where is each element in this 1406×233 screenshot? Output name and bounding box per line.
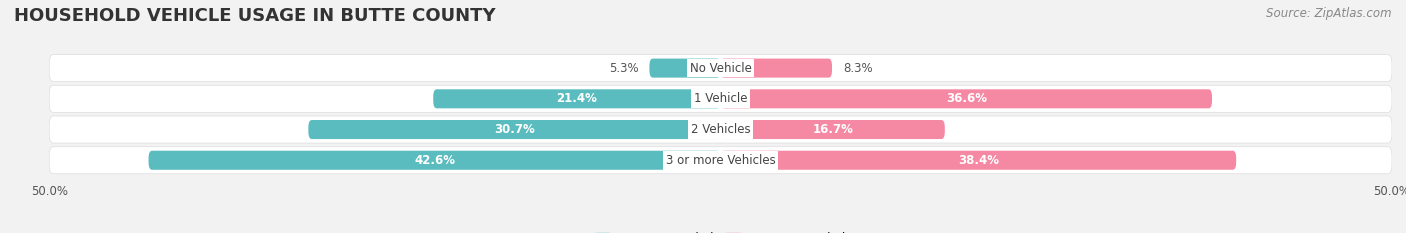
Text: 21.4%: 21.4% xyxy=(557,92,598,105)
Text: No Vehicle: No Vehicle xyxy=(689,62,752,75)
Text: 2 Vehicles: 2 Vehicles xyxy=(690,123,751,136)
FancyBboxPatch shape xyxy=(721,58,832,78)
FancyBboxPatch shape xyxy=(721,120,945,139)
Text: 3 or more Vehicles: 3 or more Vehicles xyxy=(665,154,776,167)
Text: Source: ZipAtlas.com: Source: ZipAtlas.com xyxy=(1267,7,1392,20)
FancyBboxPatch shape xyxy=(721,151,1236,170)
Text: 5.3%: 5.3% xyxy=(609,62,638,75)
FancyBboxPatch shape xyxy=(49,116,1392,143)
Text: 8.3%: 8.3% xyxy=(842,62,872,75)
FancyBboxPatch shape xyxy=(49,55,1392,82)
FancyBboxPatch shape xyxy=(721,89,1212,108)
Text: 30.7%: 30.7% xyxy=(494,123,534,136)
FancyBboxPatch shape xyxy=(308,120,721,139)
Text: 16.7%: 16.7% xyxy=(813,123,853,136)
FancyBboxPatch shape xyxy=(433,89,721,108)
Text: 36.6%: 36.6% xyxy=(946,92,987,105)
Text: HOUSEHOLD VEHICLE USAGE IN BUTTE COUNTY: HOUSEHOLD VEHICLE USAGE IN BUTTE COUNTY xyxy=(14,7,496,25)
Text: 1 Vehicle: 1 Vehicle xyxy=(693,92,748,105)
FancyBboxPatch shape xyxy=(49,147,1392,174)
Text: 38.4%: 38.4% xyxy=(957,154,998,167)
FancyBboxPatch shape xyxy=(49,85,1392,112)
Text: 42.6%: 42.6% xyxy=(415,154,456,167)
FancyBboxPatch shape xyxy=(149,151,721,170)
Legend: Owner-occupied, Renter-occupied: Owner-occupied, Renter-occupied xyxy=(591,228,851,233)
FancyBboxPatch shape xyxy=(650,58,721,78)
